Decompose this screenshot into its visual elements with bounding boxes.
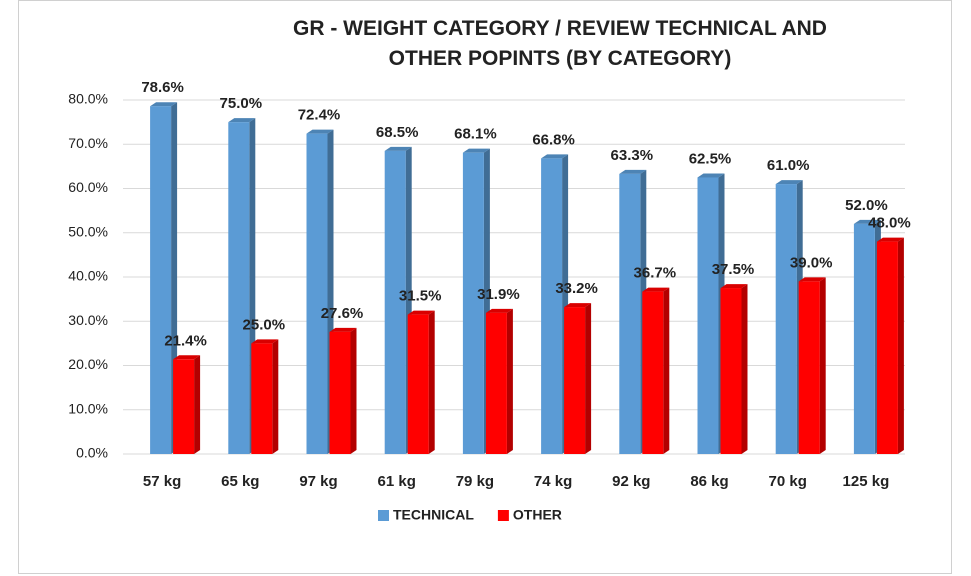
chart-frame [18,0,952,574]
bar [720,284,748,454]
bar [775,180,803,454]
data-label: 21.4% [164,332,207,349]
bar [306,129,334,454]
bar [853,219,881,454]
data-label: 72.4% [298,107,341,124]
data-label: 68.1% [454,126,497,143]
data-label: 48.0% [868,215,911,232]
legend-label: OTHER [513,507,562,523]
bar [485,308,513,454]
chart-title: GR - WEIGHT CATEGORY / REVIEW TECHNICAL … [293,17,827,70]
y-tick-label: 40.0% [68,268,108,284]
x-tick-label: 70 kg [769,473,807,490]
data-label: 68.5% [376,124,419,141]
y-tick-label: 30.0% [68,312,108,328]
y-tick-label: 20.0% [68,356,108,372]
bar [541,154,569,454]
y-tick-label: 0.0% [76,445,108,461]
bar [619,169,647,454]
y-tick-label: 10.0% [68,400,108,416]
x-tick-label: 74 kg [534,473,572,490]
bar [251,339,279,454]
y-tick-label: 80.0% [68,91,108,107]
data-label: 25.0% [243,316,286,333]
data-label: 39.0% [790,254,833,271]
x-tick-label: 86 kg [690,473,728,490]
data-label: 78.6% [141,79,184,96]
data-label: 52.0% [845,197,888,214]
legend-swatch [378,510,389,521]
x-tick-label: 65 kg [221,473,259,490]
x-tick-label: 61 kg [378,473,416,490]
bar [329,327,357,454]
y-tick-label: 60.0% [68,179,108,195]
bar [173,355,201,454]
legend-swatch [497,510,509,521]
y-tick-label: 50.0% [68,223,108,239]
data-label: 36.7% [634,265,677,282]
data-label: 63.3% [611,147,654,164]
data-label: 66.8% [532,131,575,148]
bar [798,277,826,454]
data-label: 31.5% [399,288,442,305]
bar [150,102,178,454]
x-tick-label: 79 kg [456,473,494,490]
bar [228,118,256,454]
bar [564,303,592,454]
data-label: 31.9% [477,286,520,303]
data-label: 33.2% [555,280,598,297]
data-label: 27.6% [321,305,364,322]
bar [697,173,725,454]
x-tick-label: 125 kg [843,473,890,490]
data-label: 75.0% [220,95,263,112]
bar [407,310,435,454]
bar [642,287,670,454]
data-label: 61.0% [767,157,810,174]
legend-label: TECHNICAL [393,507,474,523]
x-tick-label: 57 kg [143,473,181,490]
x-tick-label: 97 kg [299,473,337,490]
data-label: 37.5% [712,261,755,278]
data-label: 62.5% [689,150,732,167]
bar [876,237,904,454]
y-tick-label: 70.0% [68,135,108,151]
x-tick-label: 92 kg [612,473,650,490]
